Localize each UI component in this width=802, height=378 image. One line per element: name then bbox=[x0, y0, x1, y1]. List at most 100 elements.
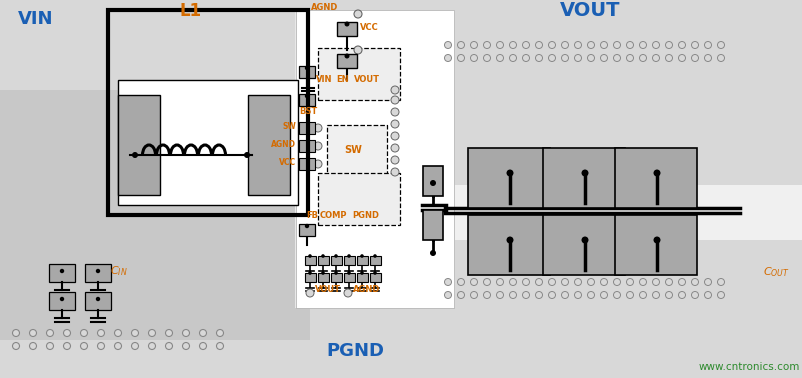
Text: www.cntronics.com: www.cntronics.com bbox=[698, 362, 799, 372]
Circle shape bbox=[97, 342, 104, 350]
Circle shape bbox=[373, 271, 376, 275]
Circle shape bbox=[703, 42, 711, 48]
Circle shape bbox=[496, 54, 503, 62]
Circle shape bbox=[457, 291, 464, 299]
Circle shape bbox=[391, 96, 399, 104]
Bar bbox=[305, 256, 316, 265]
Circle shape bbox=[321, 271, 324, 275]
Circle shape bbox=[522, 42, 529, 48]
Text: PGND: PGND bbox=[326, 342, 383, 360]
Circle shape bbox=[59, 269, 64, 273]
Text: BST: BST bbox=[298, 107, 317, 116]
Circle shape bbox=[573, 291, 581, 299]
Circle shape bbox=[95, 269, 100, 273]
Circle shape bbox=[573, 279, 581, 285]
Circle shape bbox=[360, 254, 363, 258]
Bar bbox=[318, 173, 399, 225]
Circle shape bbox=[391, 144, 399, 152]
Bar bbox=[357, 256, 367, 265]
Bar bbox=[423, 166, 443, 196]
Circle shape bbox=[314, 124, 322, 132]
Circle shape bbox=[717, 54, 723, 62]
Bar bbox=[326, 125, 387, 175]
Circle shape bbox=[457, 42, 464, 48]
Circle shape bbox=[470, 291, 477, 299]
Bar bbox=[298, 122, 314, 134]
Circle shape bbox=[334, 271, 338, 275]
Circle shape bbox=[360, 271, 363, 275]
Circle shape bbox=[548, 279, 555, 285]
Bar bbox=[305, 273, 316, 282]
Circle shape bbox=[600, 54, 607, 62]
Circle shape bbox=[522, 54, 529, 62]
Circle shape bbox=[470, 279, 477, 285]
Circle shape bbox=[47, 342, 54, 350]
Circle shape bbox=[691, 291, 698, 299]
Text: VOUT: VOUT bbox=[559, 1, 619, 20]
Circle shape bbox=[30, 342, 36, 350]
Circle shape bbox=[308, 271, 311, 275]
Circle shape bbox=[506, 169, 512, 177]
Circle shape bbox=[97, 330, 104, 336]
Circle shape bbox=[199, 330, 206, 336]
Bar bbox=[318, 273, 329, 282]
Circle shape bbox=[444, 279, 451, 285]
Circle shape bbox=[508, 54, 516, 62]
Circle shape bbox=[626, 291, 633, 299]
Circle shape bbox=[535, 279, 542, 285]
Circle shape bbox=[522, 291, 529, 299]
Bar bbox=[343, 256, 354, 265]
Text: EN: EN bbox=[335, 75, 348, 84]
Circle shape bbox=[665, 291, 671, 299]
Circle shape bbox=[626, 54, 633, 62]
Bar bbox=[330, 256, 342, 265]
Circle shape bbox=[626, 42, 633, 48]
Bar bbox=[0, 340, 802, 378]
Circle shape bbox=[344, 22, 349, 26]
Circle shape bbox=[165, 330, 172, 336]
Text: L1: L1 bbox=[180, 2, 202, 20]
Bar bbox=[0, 90, 310, 355]
Circle shape bbox=[638, 291, 646, 299]
Bar bbox=[357, 273, 367, 282]
Circle shape bbox=[165, 342, 172, 350]
Text: SW: SW bbox=[282, 122, 296, 131]
Bar bbox=[298, 94, 314, 106]
Circle shape bbox=[305, 94, 309, 98]
Circle shape bbox=[47, 330, 54, 336]
Circle shape bbox=[535, 42, 542, 48]
Circle shape bbox=[717, 42, 723, 48]
Bar bbox=[294, 10, 455, 308]
Circle shape bbox=[115, 330, 121, 336]
Circle shape bbox=[444, 291, 451, 299]
Circle shape bbox=[587, 291, 593, 299]
Circle shape bbox=[573, 42, 581, 48]
Circle shape bbox=[652, 54, 658, 62]
Circle shape bbox=[652, 42, 658, 48]
Circle shape bbox=[535, 54, 542, 62]
Circle shape bbox=[483, 42, 490, 48]
Text: FB: FB bbox=[306, 211, 318, 220]
Text: $C_{IN}$: $C_{IN}$ bbox=[110, 264, 128, 278]
Text: PGND: PGND bbox=[351, 211, 379, 220]
Circle shape bbox=[321, 254, 324, 258]
Bar bbox=[468, 148, 549, 208]
Circle shape bbox=[199, 342, 206, 350]
Circle shape bbox=[703, 291, 711, 299]
Circle shape bbox=[587, 279, 593, 285]
Circle shape bbox=[132, 330, 138, 336]
Circle shape bbox=[587, 54, 593, 62]
Circle shape bbox=[182, 342, 189, 350]
Circle shape bbox=[429, 180, 435, 186]
Text: VIN: VIN bbox=[316, 75, 332, 84]
Circle shape bbox=[561, 291, 568, 299]
Text: AGND: AGND bbox=[353, 285, 380, 294]
Circle shape bbox=[508, 291, 516, 299]
Circle shape bbox=[59, 297, 64, 301]
Circle shape bbox=[581, 237, 588, 243]
Circle shape bbox=[581, 169, 588, 177]
Circle shape bbox=[665, 279, 671, 285]
Bar bbox=[614, 215, 696, 275]
Circle shape bbox=[391, 108, 399, 116]
Circle shape bbox=[63, 342, 71, 350]
